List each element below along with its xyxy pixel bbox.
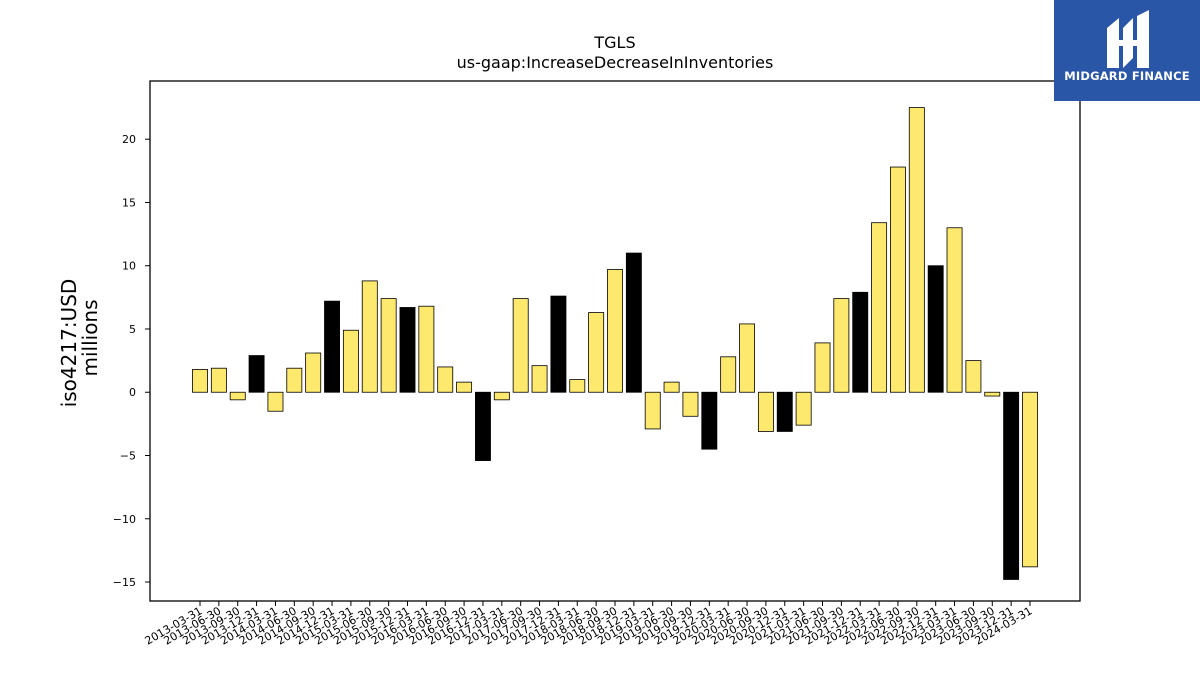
y-axis-label-units: millions — [78, 299, 102, 376]
bar-2021-03-31 — [795, 391, 812, 426]
bar-2023-12-31 — [1003, 391, 1020, 580]
bar-2014-03-31 — [267, 391, 284, 412]
bar-2020-06-30 — [739, 323, 755, 393]
bar-2022-12-31 — [927, 265, 944, 393]
bar-2013-06-30 — [210, 367, 227, 393]
bar-2016-06-30 — [437, 366, 454, 393]
bar-2019-12-31 — [701, 391, 718, 450]
bar-2014-09-30 — [305, 352, 322, 393]
bar-2015-12-31 — [399, 307, 416, 393]
bar-2021-12-31 — [852, 291, 869, 393]
bar-2019-09-30 — [682, 391, 699, 417]
bar-2018-12-31 — [625, 252, 642, 393]
y-tick-label: 5 — [129, 323, 136, 336]
bar-2019-06-30 — [663, 381, 680, 393]
bar-2016-09-30 — [456, 381, 473, 393]
y-tick-label: 0 — [129, 386, 136, 399]
bar-2019-03-31 — [644, 391, 661, 430]
bar-2020-12-31 — [776, 391, 793, 432]
chart-title: TGLS — [593, 33, 635, 52]
bar-2018-09-30 — [607, 269, 623, 393]
y-tick-label: 20 — [122, 133, 136, 146]
logo-mark-icon — [1107, 10, 1149, 68]
bar-2017-06-30 — [512, 298, 529, 393]
bar-2024-03-31 — [1022, 391, 1038, 568]
bar-2015-03-31 — [342, 329, 359, 393]
bar-2022-03-31 — [871, 222, 888, 393]
bar-2022-06-30 — [890, 166, 906, 393]
bar-2022-09-30 — [908, 107, 925, 393]
bar-2018-03-31 — [569, 379, 586, 393]
bar-2020-03-31 — [720, 356, 737, 393]
midgard-finance-logo: MIDGARD FINANCE — [1054, 0, 1200, 101]
bar-2016-03-31 — [418, 305, 435, 393]
bar-2017-12-31 — [550, 295, 567, 393]
y-tick-label: −15 — [113, 576, 136, 589]
y-tick-label: 15 — [122, 196, 136, 209]
bar-2014-06-30 — [286, 367, 303, 393]
logo-text: MIDGARD FINANCE — [1064, 69, 1190, 83]
y-tick-label: −10 — [113, 513, 136, 526]
bar-2016-12-31 — [475, 391, 491, 461]
y-tick-label: 10 — [122, 260, 136, 273]
y-tick-label: −5 — [120, 450, 136, 463]
bar-2023-06-30 — [965, 360, 982, 393]
bar-2023-09-30 — [984, 391, 1001, 397]
bar-2015-09-30 — [380, 298, 397, 393]
bar-2013-12-31 — [248, 355, 265, 393]
y-axis-label: iso4217:USD — [57, 279, 81, 408]
bar-2021-06-30 — [814, 342, 831, 393]
bar-2021-09-30 — [833, 298, 850, 393]
bar-2017-09-30 — [531, 365, 548, 393]
bar-2017-03-31 — [493, 391, 510, 401]
bar-2018-06-30 — [588, 312, 605, 393]
chart-subtitle: us-gaap:IncreaseDecreaseInInventories — [457, 53, 774, 72]
bar-2013-09-30 — [229, 391, 246, 401]
bar-2023-03-31 — [946, 227, 963, 393]
bar-2020-09-30 — [757, 391, 774, 432]
bar-2013-03-31 — [192, 369, 208, 393]
bar-2014-12-31 — [324, 300, 340, 393]
bar-2015-06-30 — [361, 280, 378, 393]
